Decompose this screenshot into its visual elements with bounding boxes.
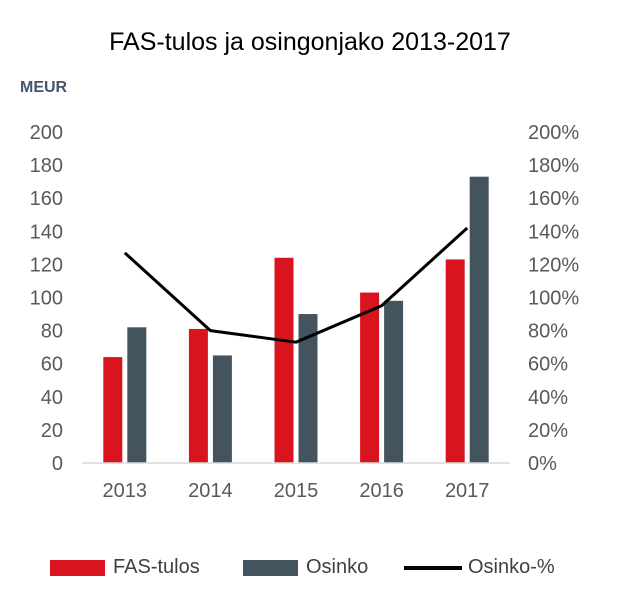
left-tick-label: 160 <box>30 188 63 210</box>
legend-item-osinko-percent: Osinko-% <box>404 556 555 579</box>
bar-osinko-2013 <box>127 327 147 463</box>
bars-layer <box>103 176 489 463</box>
bar-osinko-2017 <box>469 176 489 463</box>
right-tick-label: 80% <box>528 321 568 343</box>
legend-label-osinko-percent: Osinko-% <box>468 556 555 578</box>
right-tick-label: 200% <box>528 122 579 144</box>
legend: FAS-tulos Osinko Osinko-% <box>0 556 619 586</box>
legend-item-osinko: Osinko <box>243 556 368 579</box>
bar-fas-tulos-2016 <box>360 292 380 463</box>
right-tick-label: 20% <box>528 420 568 442</box>
x-axis: 2013 2014 2015 2016 2017 <box>103 480 490 502</box>
bar-fas-tulos-2014 <box>188 328 208 463</box>
bar-fas-tulos-2013 <box>103 357 123 463</box>
right-tick-label: 180% <box>528 155 579 177</box>
x-tick-label: 2016 <box>359 480 404 502</box>
right-tick-label: 0% <box>528 453 557 475</box>
left-tick-label: 20 <box>41 420 63 442</box>
chart-title: FAS-tulos ja osingonjako 2013-2017 <box>109 28 511 56</box>
left-tick-label: 60 <box>41 354 63 376</box>
left-axis: 0 20 40 60 80 100 120 140 160 180 200 <box>30 122 63 475</box>
line-layer <box>123 226 469 344</box>
left-tick-label: 100 <box>30 288 63 310</box>
x-tick-label: 2013 <box>103 480 148 502</box>
unit-label: MEUR <box>20 79 68 96</box>
right-tick-label: 120% <box>528 254 579 276</box>
legend-swatch-osinko <box>243 559 298 576</box>
bar-fas-tulos-2015 <box>274 257 294 463</box>
left-tick-label: 40 <box>41 387 63 409</box>
right-tick-label: 60% <box>528 354 568 376</box>
bar-osinko-2015 <box>298 314 318 463</box>
left-tick-label: 80 <box>41 321 63 343</box>
bar-osinko-2014 <box>212 355 232 463</box>
line-osinko-percent <box>123 226 469 344</box>
right-tick-label: 40% <box>528 387 568 409</box>
legend-item-fas-tulos: FAS-tulos <box>50 556 200 579</box>
left-tick-label: 140 <box>30 221 63 243</box>
x-tick-label: 2015 <box>274 480 319 502</box>
legend-label-fas-tulos: FAS-tulos <box>113 556 200 578</box>
right-tick-label: 100% <box>528 288 579 310</box>
legend-label-osinko: Osinko <box>306 556 369 578</box>
x-tick-label: 2017 <box>445 480 490 502</box>
left-tick-label: 120 <box>30 254 63 276</box>
x-tick-label: 2014 <box>188 480 233 502</box>
legend-swatch-osinko-percent <box>404 565 462 570</box>
bar-fas-tulos-2017 <box>445 259 465 463</box>
legend-swatch-fas-tulos <box>50 559 105 576</box>
left-tick-label: 200 <box>30 122 63 144</box>
right-tick-label: 140% <box>528 221 579 243</box>
right-tick-label: 160% <box>528 188 579 210</box>
left-tick-label: 180 <box>30 155 63 177</box>
right-axis: 0% 20% 40% 60% 80% 100% 120% 140% 160% 180% 200% <box>528 122 579 475</box>
bar-osinko-2016 <box>384 300 404 463</box>
left-tick-label: 0 <box>52 453 63 475</box>
